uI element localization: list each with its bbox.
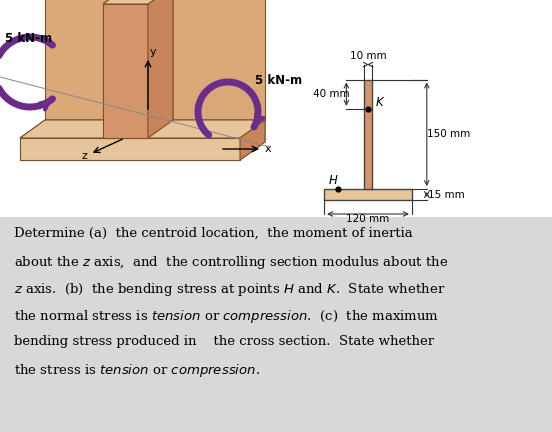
Text: the normal stress is $\it{tension}$ or $\it{compression}$.  (c)  the maximum: the normal stress is $\it{tension}$ or $…: [14, 308, 439, 325]
Polygon shape: [240, 120, 265, 160]
Polygon shape: [240, 120, 265, 160]
Text: 15 mm: 15 mm: [428, 190, 465, 200]
Polygon shape: [20, 120, 265, 138]
Bar: [20, 138, 240, 160]
Polygon shape: [20, 120, 265, 138]
Text: Determine (a)  the centroid location,  the moment of inertia: Determine (a) the centroid location, the…: [14, 227, 413, 240]
Text: 5 kN-m: 5 kN-m: [5, 32, 52, 45]
Bar: [103, 4, 148, 138]
Text: H: H: [328, 174, 337, 187]
Bar: [324, 189, 412, 200]
Text: 40 mm: 40 mm: [313, 89, 349, 99]
Text: z: z: [82, 151, 88, 161]
Text: $z$ axis.  (b)  the bending stress at points $H$ and $K$.  State whether: $z$ axis. (b) the bending stress at poin…: [14, 281, 445, 298]
Text: bending stress produced in    the cross section.  State whether: bending stress produced in the cross sec…: [14, 335, 434, 348]
Text: y: y: [150, 47, 157, 57]
Polygon shape: [148, 0, 173, 138]
Polygon shape: [148, 0, 173, 138]
Text: x: x: [265, 144, 272, 154]
Polygon shape: [45, 0, 265, 120]
Bar: [0, 0, 552, 217]
Polygon shape: [103, 0, 173, 4]
Text: 5 kN-m: 5 kN-m: [255, 74, 302, 87]
Text: 150 mm: 150 mm: [427, 129, 470, 139]
Text: about the $z$ axis,  and  the controlling section modulus about the: about the $z$ axis, and the controlling …: [14, 254, 448, 271]
Text: 120 mm: 120 mm: [346, 214, 390, 224]
Text: the stress is $\it{tension}$ or $\it{compression}$.: the stress is $\it{tension}$ or $\it{com…: [14, 362, 260, 379]
Text: K: K: [376, 96, 384, 109]
Text: 10 mm: 10 mm: [349, 51, 386, 60]
Polygon shape: [103, 0, 173, 4]
Bar: [103, 4, 148, 138]
Bar: [20, 138, 240, 160]
Bar: [364, 79, 371, 189]
